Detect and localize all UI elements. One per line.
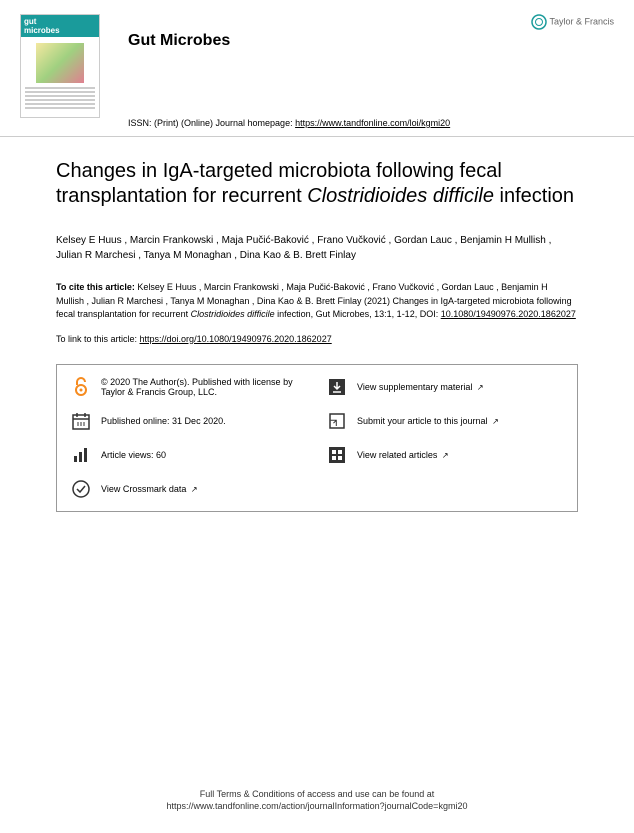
- meta-grid: © 2020 The Author(s). Published with lic…: [71, 377, 563, 499]
- supplementary-icon: [327, 377, 347, 397]
- meta-crossmark[interactable]: View Crossmark data ↗: [71, 479, 307, 499]
- page-footer: Full Terms & Conditions of access and us…: [0, 788, 634, 813]
- meta-views: Article views: 60: [71, 445, 307, 465]
- footer-line2: https://www.tandfonline.com/action/journ…: [0, 800, 634, 813]
- views-text: Article views: 60: [101, 450, 166, 460]
- calendar-icon: [71, 411, 91, 431]
- open-access-icon: [71, 377, 91, 397]
- cover-body: [21, 37, 99, 115]
- crossmark-icon: [71, 479, 91, 499]
- cite-label: To cite this article:: [56, 282, 135, 292]
- external-icon: ↗: [492, 417, 499, 426]
- external-icon: ↗: [191, 485, 198, 494]
- meta-related[interactable]: View related articles ↗: [327, 445, 563, 465]
- external-icon: ↗: [442, 451, 449, 460]
- publisher-name: Taylor & Francis: [549, 16, 614, 26]
- crossmark-link[interactable]: View Crossmark data ↗: [101, 484, 198, 494]
- external-icon: ↗: [477, 383, 484, 392]
- publisher-logo: Taylor & Francis: [531, 14, 614, 30]
- main-content: Changes in IgA-targeted microbiota follo…: [0, 159, 634, 512]
- submit-icon: [327, 411, 347, 431]
- license-text: © 2020 The Author(s). Published with lic…: [101, 377, 307, 397]
- submit-link[interactable]: Submit your article to this journal ↗: [357, 416, 499, 426]
- cover-banner: gut microbes: [21, 15, 99, 37]
- link-label: To link to this article:: [56, 334, 140, 344]
- meta-box: © 2020 The Author(s). Published with lic…: [56, 364, 578, 512]
- article-title: Changes in IgA-targeted microbiota follo…: [56, 159, 578, 209]
- page-header: gut microbes Gut Microbes Taylor & Franc…: [0, 0, 634, 128]
- cite-doi-link[interactable]: 10.1080/19490976.2020.1862027: [441, 309, 576, 319]
- cover-banner-text-1: gut: [24, 17, 36, 26]
- cover-image: [36, 43, 84, 83]
- meta-published: Published online: 31 Dec 2020.: [71, 411, 307, 431]
- cover-lines: [25, 87, 95, 109]
- meta-supplementary[interactable]: View supplementary material ↗: [327, 377, 563, 397]
- published-text: Published online: 31 Dec 2020.: [101, 416, 226, 426]
- title-part2: infection: [494, 185, 574, 207]
- views-icon: [71, 445, 91, 465]
- cite-italic: Clostridioides difficile: [191, 309, 275, 319]
- meta-submit[interactable]: Submit your article to this journal ↗: [327, 411, 563, 431]
- citation-block: To cite this article: Kelsey E Huus , Ma…: [56, 281, 578, 322]
- authors-list: Kelsey E Huus , Marcin Frankowski , Maja…: [56, 233, 578, 263]
- article-doi-link[interactable]: https://doi.org/10.1080/19490976.2020.18…: [140, 334, 332, 344]
- related-link[interactable]: View related articles ↗: [357, 450, 449, 460]
- header-divider: [0, 136, 634, 137]
- footer-line1: Full Terms & Conditions of access and us…: [0, 788, 634, 801]
- related-icon: [327, 445, 347, 465]
- link-block: To link to this article: https://doi.org…: [56, 334, 578, 344]
- supplementary-link[interactable]: View supplementary material ↗: [357, 382, 484, 392]
- journal-cover: gut microbes: [20, 14, 100, 118]
- title-italic: Clostridioides difficile: [307, 185, 494, 207]
- meta-license: © 2020 The Author(s). Published with lic…: [71, 377, 307, 397]
- publisher-icon: [531, 14, 547, 30]
- journal-title: Gut Microbes: [128, 32, 230, 118]
- cover-banner-text-2: microbes: [24, 26, 60, 35]
- cite-text-2: infection, Gut Microbes, 13:1, 1-12, DOI…: [275, 309, 441, 319]
